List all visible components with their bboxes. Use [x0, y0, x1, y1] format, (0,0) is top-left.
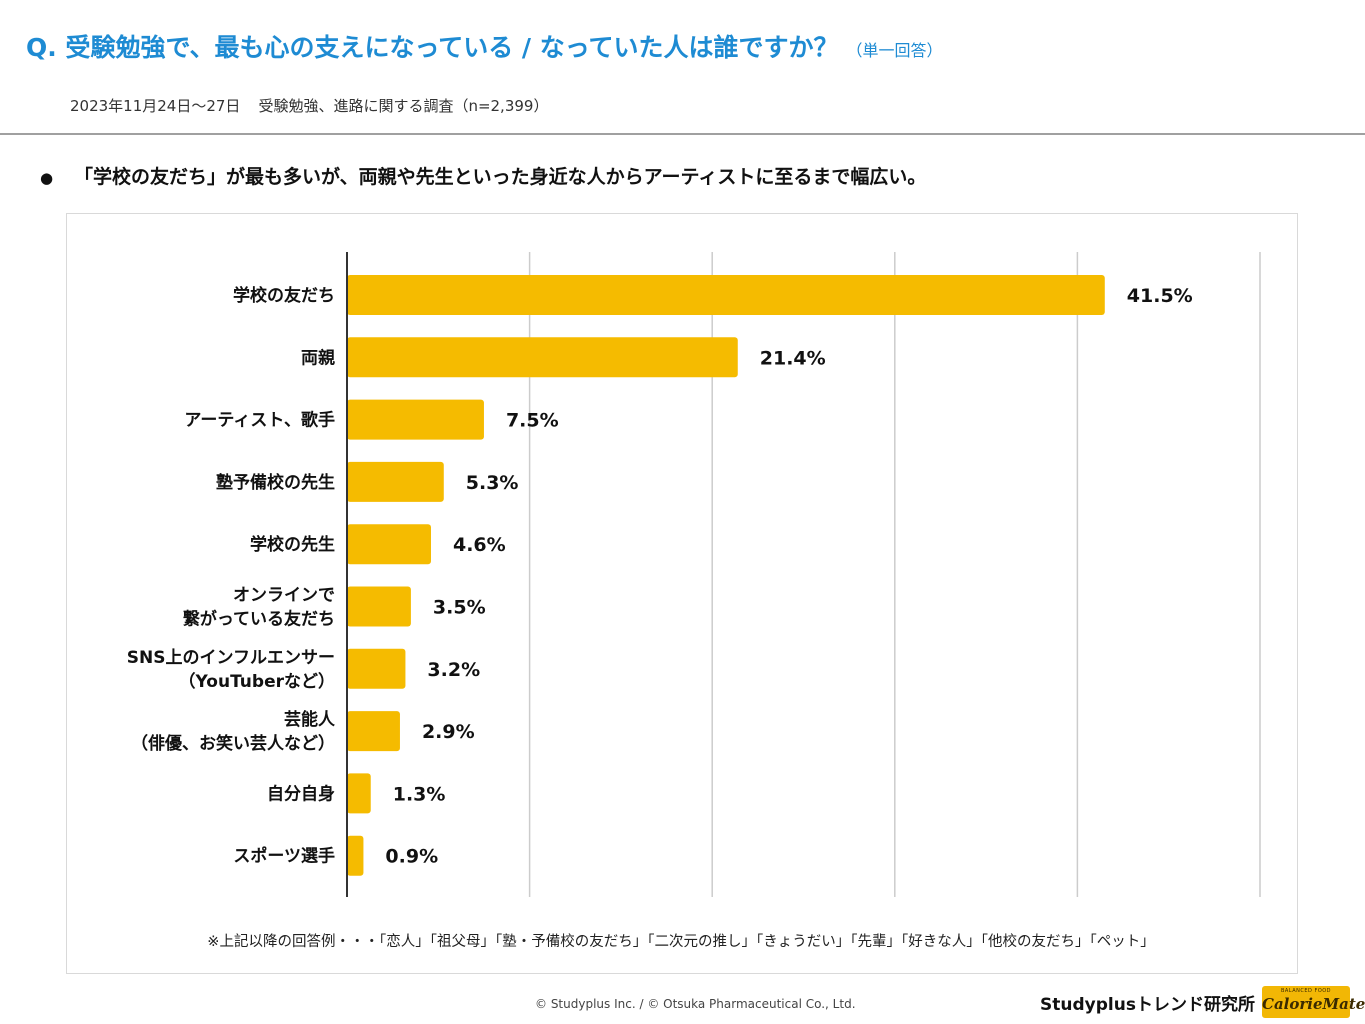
bar: [347, 399, 484, 440]
survey-info: 2023年11月24日～27日 受験勉強、進路に関する調査（n=2,399）: [70, 95, 548, 116]
category-label: 学校の先生: [250, 534, 335, 555]
footnote: ※上記以降の回答例・・・「恋人」「祖父母」「塾・予備校の友だち」「二次元の推し」…: [207, 934, 1155, 950]
value-label: 41.5%: [1127, 285, 1193, 307]
category-label: 繋がっている友だち: [183, 609, 335, 630]
question-title: Q. 受験勉強で、最も心の支えになっている / なっていた人は誰ですか？ （単一回…: [26, 28, 943, 64]
header-divider: [0, 133, 1365, 135]
logo-text: CalorieMate: [1262, 995, 1365, 1013]
value-label: 7.5%: [506, 410, 559, 432]
summary-text: 「学校の友だち」が最も多いが、両親や先生といった身近な人からアーティストに至るま…: [74, 166, 927, 188]
value-label: 2.9%: [422, 721, 475, 743]
category-label: （俳優、お笑い芸人など）: [131, 733, 335, 754]
value-label: 0.9%: [385, 846, 438, 868]
category-label: オンラインで: [233, 586, 335, 606]
value-label: 3.5%: [433, 597, 486, 619]
category-label: （YouTuberなど）: [179, 671, 335, 692]
category-label: スポーツ選手: [233, 846, 335, 867]
brand-name: Studyplusトレンド研究所: [1040, 995, 1255, 1015]
summary: ● 「学校の友だち」が最も多いが、両親や先生といった身近な人からアーティストに至る…: [40, 162, 926, 189]
category-label: 自分自身: [267, 783, 335, 804]
category-label: 両親: [301, 347, 335, 368]
bar: [347, 773, 371, 814]
bar-chart: 41.5% 学校の友だち 21.4% 両親 7.5% アーティスト、歌手 5.3% 塾予備校の…: [127, 252, 1261, 897]
bullet-icon: ●: [40, 169, 54, 187]
value-label: 21.4%: [760, 347, 826, 369]
value-label: 5.3%: [466, 472, 519, 494]
bar: [347, 648, 406, 689]
category-label: 塾予備校の先生: [216, 472, 335, 493]
category-label: SNS上のインフルエンサー: [127, 648, 335, 668]
bar: [347, 835, 364, 876]
bar: [347, 461, 444, 502]
category-label: 学校の友だち: [233, 285, 335, 306]
value-label: 3.2%: [427, 659, 480, 681]
bar: [347, 524, 431, 565]
category-label: アーティスト、歌手: [184, 410, 335, 431]
question-note: （単一回答）: [846, 41, 943, 60]
chart-frame: 41.5% 学校の友だち 21.4% 両親 7.5% アーティスト、歌手 5.3% 塾予備校の…: [66, 213, 1298, 974]
survey-name: 受験勉強、進路に関する調査（n=2,399）: [258, 97, 549, 115]
bar: [347, 711, 400, 752]
value-label: 1.3%: [393, 783, 446, 805]
bar: [347, 275, 1105, 315]
logo-tagline: BALANCED FOOD: [1280, 988, 1332, 994]
bar: [347, 586, 411, 627]
question-text: Q. 受験勉強で、最も心の支えになっている / なっていた人は誰ですか？: [26, 33, 839, 62]
caloriemate-logo: BALANCED FOOD CalorieMate: [1262, 986, 1365, 1018]
survey-date: 2023年11月24日～27日: [70, 97, 241, 115]
value-label: 4.6%: [453, 534, 506, 556]
copyright: © Studyplus Inc. / © Otsuka Pharmaceutic…: [535, 997, 856, 1011]
category-label: 芸能人: [284, 709, 336, 730]
bar: [347, 337, 738, 378]
